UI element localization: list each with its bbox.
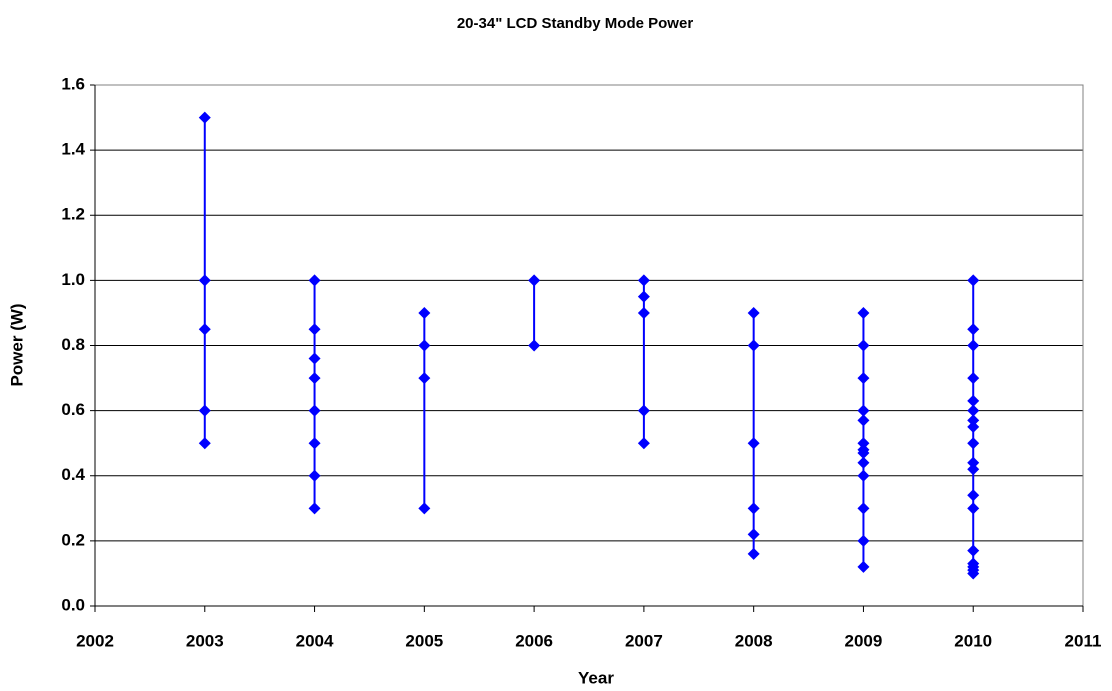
point bbox=[637, 437, 650, 450]
point bbox=[967, 420, 980, 433]
point bbox=[967, 372, 980, 385]
point bbox=[857, 469, 870, 482]
x-tick-label: 2007 bbox=[625, 631, 663, 650]
point bbox=[308, 437, 321, 450]
y-tick-label: 1.4 bbox=[61, 140, 85, 159]
point bbox=[857, 414, 870, 427]
x-tick-label: 2006 bbox=[515, 631, 553, 650]
y-axis-label: Power (W) bbox=[7, 303, 26, 386]
y-tick-label: 0.2 bbox=[61, 530, 85, 549]
point bbox=[308, 274, 321, 287]
x-tick-label: 2002 bbox=[76, 631, 114, 650]
y-tick-label: 1.6 bbox=[61, 74, 85, 93]
point bbox=[967, 502, 980, 515]
point bbox=[198, 323, 211, 336]
point bbox=[857, 372, 870, 385]
point bbox=[967, 489, 980, 502]
point bbox=[308, 323, 321, 336]
point bbox=[967, 567, 980, 580]
point bbox=[857, 502, 870, 515]
point bbox=[747, 306, 760, 319]
y-tick-label: 1.2 bbox=[61, 205, 85, 224]
point bbox=[637, 290, 650, 303]
point bbox=[747, 437, 760, 450]
point bbox=[857, 534, 870, 547]
point bbox=[857, 560, 870, 573]
point bbox=[418, 306, 431, 319]
x-axis-label: Year bbox=[578, 668, 614, 687]
point bbox=[857, 306, 870, 319]
point bbox=[967, 463, 980, 476]
y-tick-label: 0.6 bbox=[61, 400, 85, 419]
y-tick-label: 0.4 bbox=[61, 465, 85, 484]
point bbox=[747, 502, 760, 515]
point bbox=[637, 274, 650, 287]
point bbox=[857, 404, 870, 417]
point bbox=[418, 339, 431, 352]
point bbox=[637, 404, 650, 417]
point bbox=[308, 469, 321, 482]
point bbox=[857, 456, 870, 469]
point bbox=[418, 502, 431, 515]
point bbox=[198, 111, 211, 124]
point bbox=[308, 352, 321, 365]
point bbox=[857, 437, 870, 450]
point bbox=[967, 456, 980, 469]
point bbox=[747, 547, 760, 560]
point bbox=[528, 339, 541, 352]
x-tick-label: 2011 bbox=[1065, 631, 1102, 650]
point bbox=[198, 404, 211, 417]
y-tick-label: 1.0 bbox=[61, 270, 85, 289]
point bbox=[747, 339, 760, 352]
point bbox=[967, 339, 980, 352]
x-tick-label: 2008 bbox=[735, 631, 773, 650]
point bbox=[967, 544, 980, 557]
x-tick-label: 2010 bbox=[954, 631, 992, 650]
point bbox=[967, 437, 980, 450]
x-tick-label: 2009 bbox=[845, 631, 883, 650]
point bbox=[857, 446, 870, 459]
point bbox=[967, 404, 980, 417]
chart-title: 20-34" LCD Standby Mode Power bbox=[457, 15, 693, 32]
point bbox=[308, 502, 321, 515]
point bbox=[857, 339, 870, 352]
point bbox=[198, 274, 211, 287]
x-tick-label: 2004 bbox=[296, 631, 334, 650]
y-tick-label: 0.8 bbox=[61, 335, 85, 354]
y-tick-label: 0.0 bbox=[61, 595, 85, 614]
point bbox=[967, 414, 980, 427]
point bbox=[747, 528, 760, 541]
x-tick-label: 2005 bbox=[405, 631, 443, 650]
point bbox=[967, 323, 980, 336]
point bbox=[637, 306, 650, 319]
point bbox=[528, 274, 541, 287]
point bbox=[418, 372, 431, 385]
point bbox=[308, 404, 321, 417]
point bbox=[967, 394, 980, 407]
point bbox=[198, 437, 211, 450]
point bbox=[308, 372, 321, 385]
x-tick-label: 2003 bbox=[186, 631, 224, 650]
point bbox=[967, 274, 980, 287]
